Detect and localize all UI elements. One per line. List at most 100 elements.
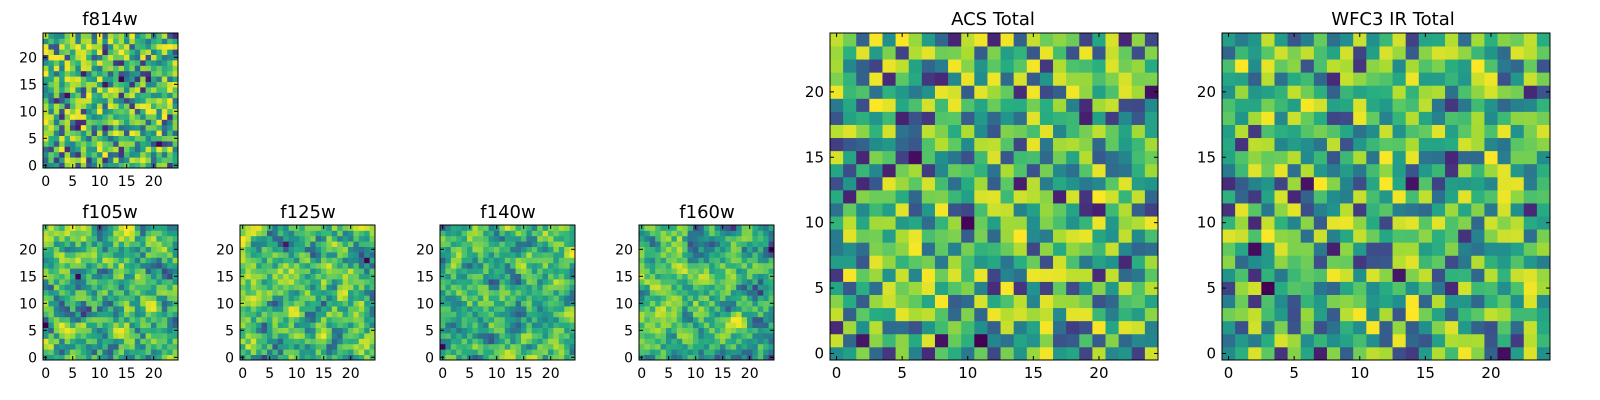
heatmap-cell [747, 349, 753, 355]
heatmap-cell [294, 268, 300, 274]
heatmap-cell [102, 87, 109, 93]
heatmap-cell [315, 306, 322, 312]
heatmap-cell [304, 295, 311, 301]
heatmap-cell [172, 146, 179, 153]
heatmap-cell [510, 241, 516, 247]
heatmap-cell [1418, 59, 1433, 73]
heatmap-cell [709, 262, 715, 269]
y-tick-label: 0 [425, 350, 434, 366]
heatmap-cell [987, 255, 1001, 269]
heatmap-cell [358, 300, 365, 307]
heatmap-cell [240, 235, 246, 242]
heatmap-cell [124, 60, 130, 66]
heatmap-cell [245, 289, 252, 296]
heatmap-cell [161, 230, 168, 237]
heatmap-cell [348, 316, 354, 323]
heatmap-cell [548, 327, 554, 334]
heatmap-cell [644, 289, 651, 296]
heatmap-cell [288, 349, 295, 355]
heatmap-cell [1379, 137, 1393, 152]
heatmap-cell [461, 279, 468, 285]
heatmap-cell [277, 230, 284, 237]
heatmap-cell [1274, 242, 1288, 256]
heatmap-cell [1326, 163, 1341, 178]
heatmap-cell [118, 311, 125, 318]
heatmap-cell [75, 151, 82, 158]
heatmap-cell [1000, 216, 1015, 230]
heatmap-cell [1039, 189, 1054, 204]
y-tick-label: 0 [28, 158, 37, 174]
heatmap-cell [843, 346, 857, 361]
heatmap-cell [676, 279, 683, 285]
heatmap-cell [43, 241, 49, 247]
x-tick-label: 0 [41, 366, 50, 382]
heatmap-cell [1287, 229, 1302, 243]
heatmap-cell [1248, 189, 1262, 204]
heatmap-cell [1261, 242, 1275, 256]
heatmap-cell [548, 246, 554, 253]
heatmap-cell [348, 241, 354, 247]
heatmap-cell [934, 346, 949, 361]
heatmap-cell [348, 322, 354, 328]
heatmap-cell [145, 268, 152, 274]
heatmap-cell [53, 333, 60, 339]
heatmap-cell [494, 343, 500, 350]
heatmap-cell [1235, 242, 1249, 256]
heatmap-cell [304, 300, 311, 307]
heatmap-cell [768, 284, 775, 291]
heatmap-cell [134, 146, 141, 153]
heatmap-cell [1484, 59, 1498, 73]
heatmap-cell [666, 230, 672, 237]
heatmap-cell [283, 262, 289, 269]
heatmap-cell [1000, 255, 1015, 269]
heatmap-cell [1484, 255, 1498, 269]
heatmap-cell [240, 252, 246, 258]
heatmap-cell [558, 289, 565, 296]
heatmap-cell [1053, 255, 1067, 269]
heatmap-cell [102, 65, 109, 72]
heatmap-cell [86, 151, 92, 158]
heatmap-cell [299, 241, 306, 247]
heatmap-cell [75, 311, 82, 318]
heatmap-cell [504, 338, 511, 345]
heatmap-cell [113, 322, 119, 328]
heatmap-cell [321, 268, 327, 274]
heatmap-cell [97, 60, 103, 66]
heatmap-cell [129, 225, 136, 231]
heatmap-cell [693, 349, 699, 355]
heatmap-cell [331, 235, 338, 242]
heatmap-cell [450, 311, 457, 318]
x-tick-label: 10 [687, 366, 705, 382]
heatmap-cell [1053, 150, 1067, 165]
heatmap-cell [245, 327, 252, 334]
heatmap-cell [639, 338, 645, 345]
heatmap-cell [315, 268, 322, 274]
heatmap-cell [102, 279, 109, 285]
heatmap-cell [763, 300, 769, 307]
heatmap-cell [843, 137, 857, 152]
heatmap-cell [488, 225, 495, 231]
heatmap-cell [53, 49, 60, 55]
heatmap-cell [521, 295, 527, 301]
heatmap-cell [91, 135, 98, 142]
heatmap-cell [151, 235, 157, 242]
heatmap-cell [714, 225, 721, 231]
heatmap-cell [1392, 59, 1407, 73]
heatmap-cell [1105, 163, 1120, 178]
heatmap-cell [660, 257, 667, 264]
heatmap-cell [693, 257, 699, 264]
heatmap-cell [75, 103, 82, 109]
heatmap-cell [331, 316, 338, 323]
heatmap-cell [1039, 333, 1054, 348]
heatmap-cell [353, 300, 360, 307]
heatmap-cell [107, 316, 114, 323]
heatmap-cell [714, 333, 721, 339]
heatmap-cell [768, 349, 775, 355]
heatmap-cell [86, 225, 92, 231]
heatmap-cell [1222, 242, 1236, 256]
heatmap-cell [467, 295, 473, 301]
heatmap-cell [569, 322, 576, 328]
heatmap-cell [1261, 268, 1275, 282]
heatmap-cell [86, 97, 92, 104]
heatmap-cell [1118, 229, 1133, 243]
